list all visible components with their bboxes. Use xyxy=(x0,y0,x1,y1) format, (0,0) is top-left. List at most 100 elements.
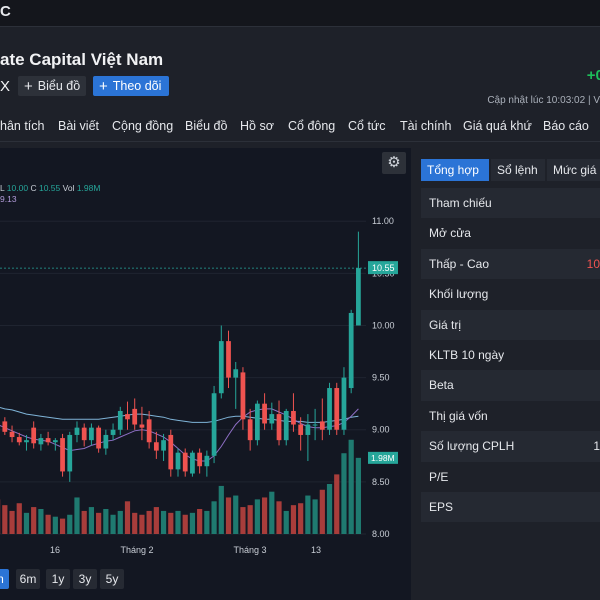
stat-label: KLTB 10 ngày xyxy=(429,347,505,362)
candle-body xyxy=(153,442,159,451)
stat-row: Thấp - Cao 10 xyxy=(421,248,600,280)
volume-bar xyxy=(319,489,325,534)
stat-row: Beta xyxy=(421,370,600,401)
volume-bar xyxy=(182,514,188,534)
volume-bar xyxy=(189,512,196,534)
stat-row: Giá trị xyxy=(421,309,600,340)
candle-body xyxy=(334,388,340,430)
stock-header: ate Capital Việt Nam X + Biểu đồ + Theo dõ… xyxy=(0,27,600,113)
volume-bar xyxy=(2,505,8,534)
volume-bar xyxy=(96,512,102,534)
candle-body xyxy=(45,438,51,443)
candle-body xyxy=(132,408,138,425)
last-price-label: 10.55 xyxy=(372,263,395,273)
candle-body xyxy=(327,388,332,430)
candle-body xyxy=(31,427,37,444)
site-brand[interactable]: C xyxy=(0,3,11,20)
stat-row: Số lượng CPLH 1 xyxy=(421,431,600,462)
chart-button[interactable]: + Biểu đồ xyxy=(18,76,86,96)
legend-low: 10.00 xyxy=(6,183,29,193)
candle-body xyxy=(348,312,354,389)
volume-bar xyxy=(218,485,224,534)
plus-icon: + xyxy=(99,78,108,95)
nav-chart[interactable]: Biểu đồ xyxy=(185,119,228,133)
x-tick-label: Tháng 2 xyxy=(120,545,153,555)
candle-body xyxy=(2,421,8,432)
y-tick-label: 9.50 xyxy=(372,373,390,383)
nav-analysis[interactable]: hân tích xyxy=(0,119,45,133)
candle-body xyxy=(312,424,318,426)
volume-bar xyxy=(197,509,203,534)
follow-button[interactable]: + Theo dõi xyxy=(93,76,169,96)
candle-body xyxy=(319,421,325,430)
nav-articles[interactable]: Bài viết xyxy=(58,119,99,133)
volume-bar xyxy=(59,518,66,534)
nav-dividends[interactable]: Cổ tức xyxy=(348,119,386,133)
ohlc-legend: L 10.00 C 10.55 Vol 1.98M xyxy=(0,183,100,193)
nav-profile[interactable]: Hồ sơ xyxy=(240,119,274,133)
ma-legend: 9.13 xyxy=(0,194,17,204)
candle-body xyxy=(356,268,361,326)
company-name: ate Capital Việt Nam xyxy=(0,50,164,69)
tab-price-levels[interactable]: Mức giá xyxy=(547,159,600,181)
volume-bar xyxy=(305,495,311,534)
candle-body xyxy=(117,410,123,430)
x-tick-label: 13 xyxy=(311,545,321,555)
volume-bar xyxy=(88,507,95,534)
stat-label: Giá trị xyxy=(429,317,462,332)
volume-bar xyxy=(204,510,210,534)
nav-shareholders[interactable]: Cổ đông xyxy=(288,119,336,133)
gear-icon[interactable]: ⚙ xyxy=(382,152,406,174)
period-button-6m[interactable]: 6m xyxy=(16,569,40,589)
candle-body xyxy=(204,455,210,467)
volume-bar xyxy=(110,514,116,534)
volume-bar xyxy=(132,512,138,534)
nav-financials[interactable]: Tài chính xyxy=(400,119,452,133)
volume-bar xyxy=(211,501,217,534)
nav-price-history[interactable]: Giá quá khứ xyxy=(463,119,532,133)
tab-summary[interactable]: Tổng hợp xyxy=(421,159,489,181)
volume-bar xyxy=(23,512,30,534)
nav-community[interactable]: Cộng đồng xyxy=(112,119,174,133)
candle-body xyxy=(240,372,246,420)
volume-bar xyxy=(276,501,282,534)
volume-bar xyxy=(269,491,275,534)
candle-body xyxy=(247,419,253,441)
candle-body xyxy=(16,437,22,443)
candle-body xyxy=(276,414,282,441)
volume-bar xyxy=(117,510,123,534)
volume-bar xyxy=(341,453,347,534)
section-nav: hân tích Bài viết Cộng đồng Biểu đồ Hồ s… xyxy=(0,113,600,142)
candle-body xyxy=(211,393,217,456)
period-button-5y[interactable]: 5y xyxy=(100,569,124,589)
tab-order-book[interactable]: Sổ lệnh xyxy=(491,159,545,181)
y-tick-label: 10.00 xyxy=(372,320,395,330)
volume-bar xyxy=(139,514,145,534)
candle-body xyxy=(125,414,130,420)
volume-bar xyxy=(31,507,37,534)
volume-bar xyxy=(326,484,333,534)
volume-bar xyxy=(290,505,297,534)
price-chart[interactable]: 8.008.509.009.5010.0010.5011.0010.551.98… xyxy=(0,148,411,600)
candle-body xyxy=(218,341,224,394)
period-button-1y[interactable]: 1y xyxy=(46,569,70,589)
nav-reports[interactable]: Báo cáo xyxy=(543,119,589,133)
candle-body xyxy=(67,434,73,472)
stat-row: EPS xyxy=(421,491,600,523)
volume-bar xyxy=(334,474,340,534)
follow-button-label: Theo dõi xyxy=(112,79,162,93)
volume-bar xyxy=(355,457,361,534)
period-button-active[interactable]: n xyxy=(0,569,9,589)
candle-body xyxy=(146,419,152,443)
period-button-3y[interactable]: 3y xyxy=(73,569,97,589)
last-price-badge xyxy=(368,261,398,275)
volume-bar xyxy=(168,512,174,534)
chart-button-label: Biểu đồ xyxy=(37,79,81,93)
candle-body xyxy=(74,427,80,435)
stat-row: P/E xyxy=(421,462,600,492)
candle-body xyxy=(89,427,94,441)
volume-bar xyxy=(38,509,44,534)
volume-bar xyxy=(67,514,73,534)
y-tick-label: 8.00 xyxy=(372,529,390,539)
volume-badge xyxy=(368,451,398,464)
